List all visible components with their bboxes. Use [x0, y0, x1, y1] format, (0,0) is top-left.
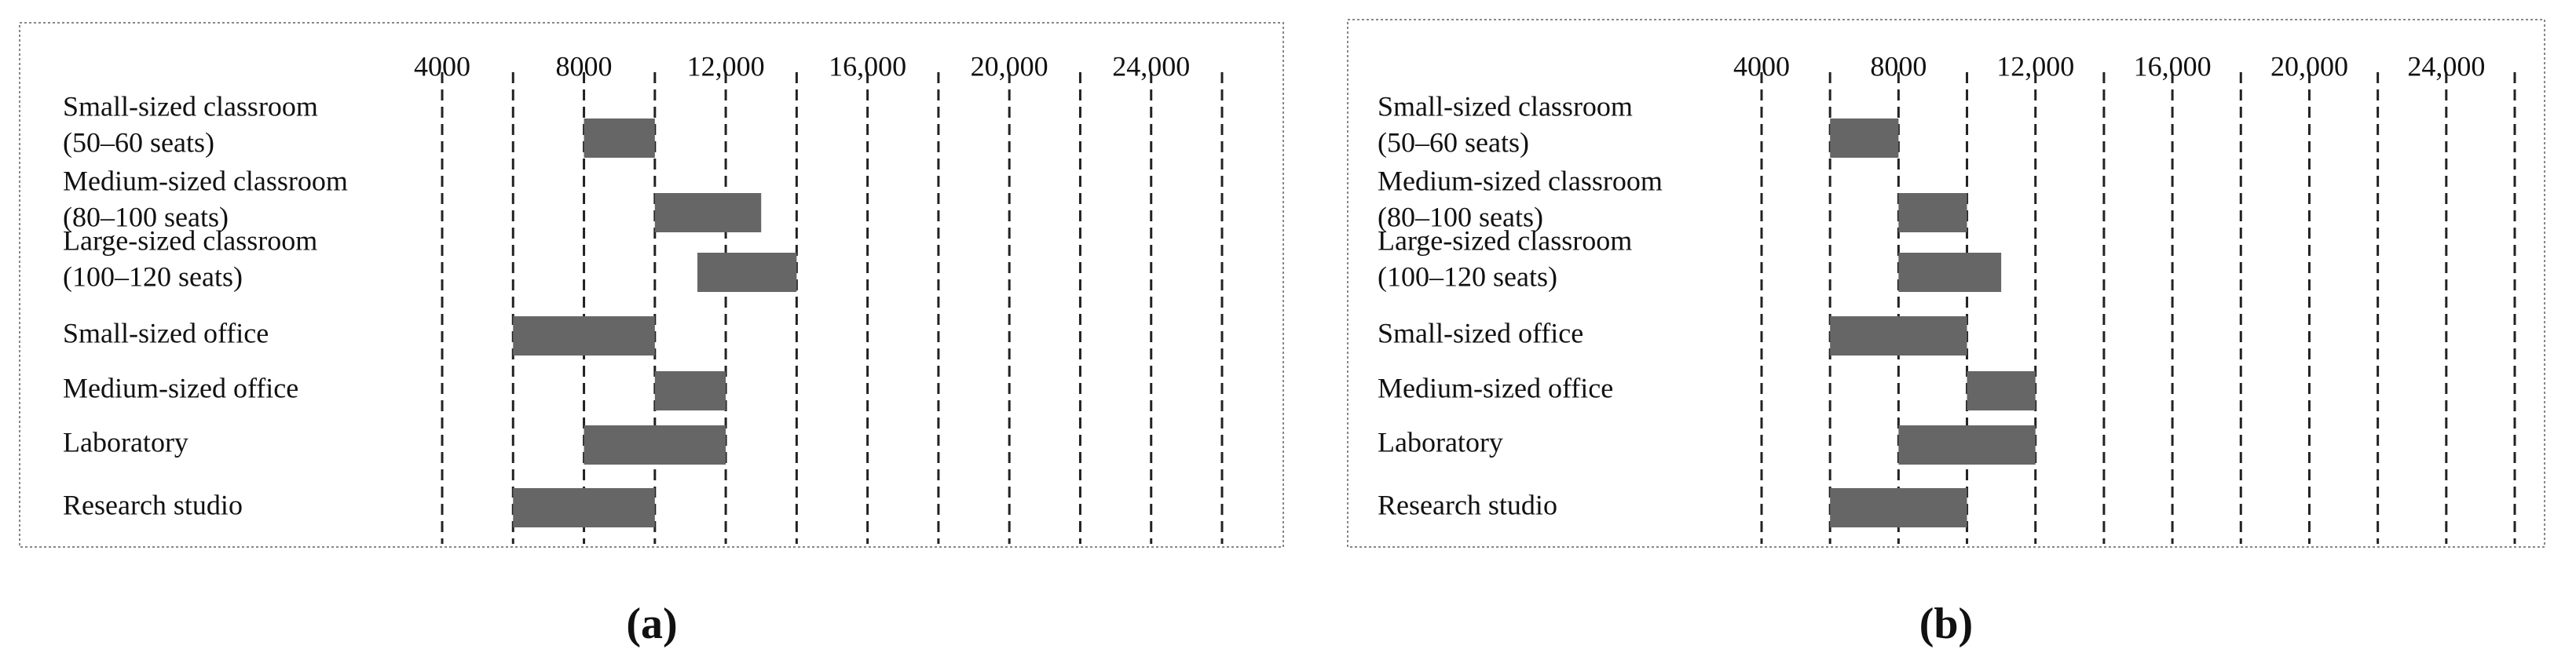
bar [584, 425, 726, 465]
x-tick-label: 4000 [1733, 50, 1790, 82]
caption: (a) [626, 600, 677, 648]
x-tick-label: 16,000 [2134, 50, 2212, 82]
category-label: (100–120 seats) [63, 261, 243, 292]
category-label: Large-sized classroom [63, 224, 317, 256]
bar [1830, 488, 1967, 527]
category-label: (100–120 seats) [1378, 261, 1557, 292]
x-tick-label: 12,000 [1996, 50, 2074, 82]
panel-frame [19, 22, 1284, 548]
x-tick-label: 20,000 [2270, 50, 2348, 82]
category-label: (50–60 seats) [63, 126, 214, 158]
category-label: Small-sized office [1378, 317, 1583, 348]
bar [513, 488, 655, 527]
bar [1898, 425, 2036, 465]
x-tick-label: 8000 [556, 50, 613, 82]
category-label: Medium-sized classroom [1378, 165, 1663, 196]
category-label: (80–100 seats) [1378, 201, 1543, 232]
caption: (b) [1919, 600, 1973, 648]
x-tick-label: 12,000 [687, 50, 765, 82]
bar [654, 193, 762, 232]
x-tick-label: 20,000 [971, 50, 1048, 82]
x-tick-label: 16,000 [829, 50, 906, 82]
bar [1967, 371, 2036, 410]
category-label: Research studio [1378, 489, 1557, 520]
x-tick-label: 8000 [1870, 50, 1927, 82]
bar [1830, 316, 1967, 356]
bar [1898, 193, 1967, 232]
x-tick-label: 4000 [414, 50, 470, 82]
bar [654, 371, 726, 410]
category-label: Medium-sized office [63, 372, 298, 403]
category-label: Medium-sized classroom [63, 165, 348, 196]
category-label: Small-sized office [63, 317, 269, 348]
bar [1898, 253, 2002, 292]
x-tick-label: 24,000 [2407, 50, 2485, 82]
category-label: (50–60 seats) [1378, 126, 1529, 158]
category-label: Medium-sized office [1378, 372, 1613, 403]
category-label: Large-sized classroom [1378, 224, 1632, 256]
category-label: Small-sized classroom [1378, 90, 1633, 122]
bar [697, 253, 797, 292]
bar [513, 316, 655, 356]
category-label: (80–100 seats) [63, 201, 229, 232]
x-tick-label: 24,000 [1112, 50, 1190, 82]
category-label: Laboratory [63, 426, 188, 458]
bar [584, 119, 655, 158]
panel-frame [1347, 19, 2545, 548]
bar [1830, 119, 1899, 158]
category-label: Laboratory [1378, 426, 1503, 458]
category-label: Small-sized classroom [63, 90, 318, 122]
category-label: Research studio [63, 489, 243, 520]
